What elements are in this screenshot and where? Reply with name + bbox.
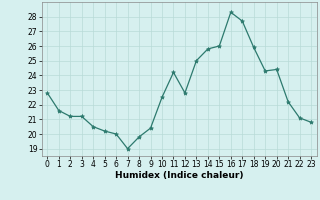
X-axis label: Humidex (Indice chaleur): Humidex (Indice chaleur) [115,171,244,180]
